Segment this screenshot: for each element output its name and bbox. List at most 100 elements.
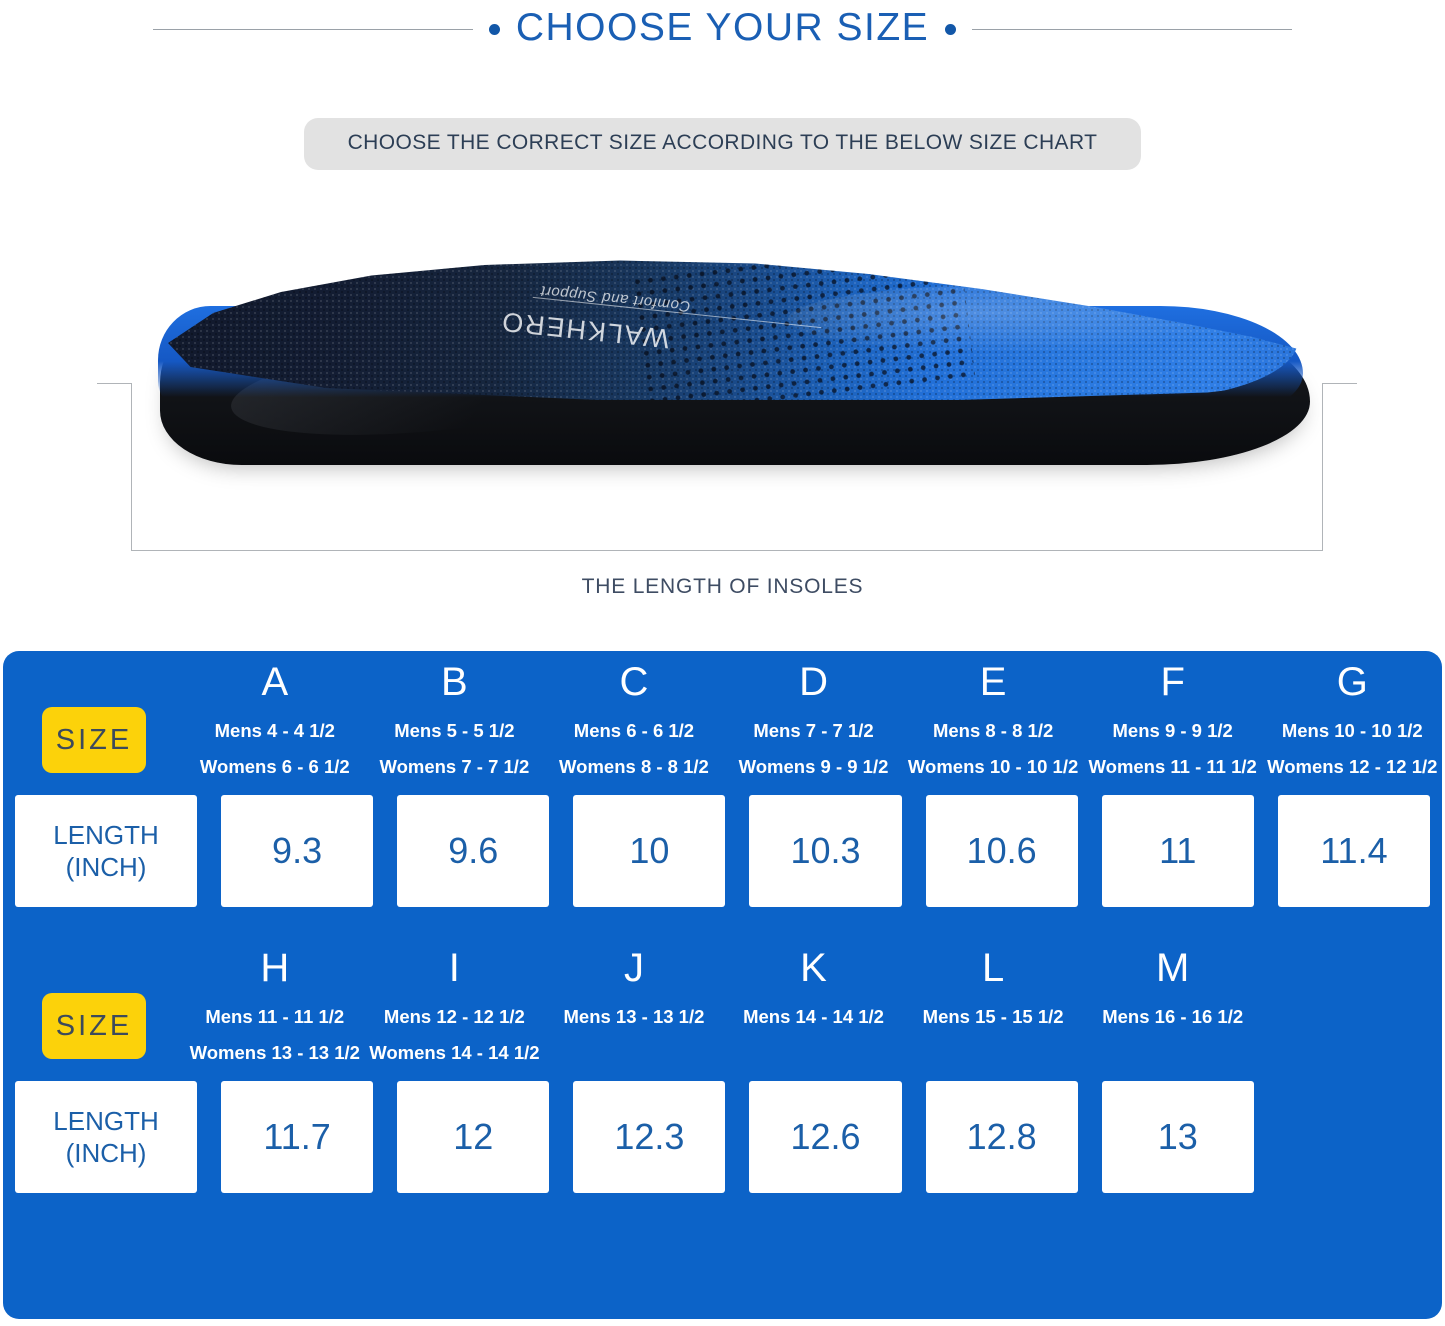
size-block-1: SIZE A Mens 4 - 4 1/2 Womens 6 - 6 1/2 B… (3, 651, 1442, 907)
length-measurement-bracket (97, 383, 1357, 551)
insole-length-caption: THE LENGTH OF INSOLES (581, 575, 864, 598)
size-chart-table: SIZE A Mens 4 - 4 1/2 Womens 6 - 6 1/2 B… (3, 651, 1442, 1319)
page-title: CHOOSE YOUR SIZE (515, 5, 930, 49)
size-column-e: E Mens 8 - 8 1/2 Womens 10 - 10 1/2 (903, 651, 1083, 785)
size-letter: H (260, 946, 290, 990)
size-letter: B (441, 660, 468, 704)
size-mens-range: Mens 11 - 11 1/2 (205, 1006, 345, 1027)
insole-photo-area: WALKHERO Comfort and Support THE LENGTH … (0, 215, 1445, 615)
size-mens-range: Mens 6 - 6 1/2 (573, 720, 695, 741)
size-column-c: C Mens 6 - 6 1/2 Womens 8 - 8 1/2 (544, 651, 724, 785)
bracket-baseline (131, 550, 1323, 551)
length-label-line1: LENGTH (53, 1106, 159, 1136)
length-value: 13 (1101, 1081, 1254, 1193)
length-values-1: 9.3 9.6 10 10.3 10.6 11 11.4 (209, 795, 1442, 907)
length-row-2: LENGTH (INCH) 11.7 12 12.3 12.6 12.8 (3, 1071, 1442, 1193)
length-value: 11.7 (221, 1081, 374, 1193)
size-womens-range: Womens 12 - 12 1/2 (1267, 756, 1438, 777)
length-cell-e: 10.6 (914, 795, 1090, 907)
bracket-line-right (1322, 383, 1323, 551)
size-badge-2: SIZE (42, 993, 146, 1059)
length-value: 11.4 (1277, 795, 1430, 907)
size-column-j: J Mens 13 - 13 1/2 (544, 937, 724, 1071)
size-letter: J (623, 946, 644, 990)
header-rule-right (972, 28, 1293, 30)
length-cell-i: 12 (385, 1081, 561, 1193)
size-womens-range: Womens 10 - 10 1/2 (907, 756, 1079, 777)
length-value: 12 (397, 1081, 550, 1193)
insole-product-image: WALKHERO Comfort and Support (140, 250, 1315, 480)
length-cell-g: 11.4 (1266, 795, 1442, 907)
size-mens-range: Mens 4 - 4 1/2 (214, 720, 335, 741)
length-value: 9.6 (397, 795, 550, 907)
size-letter: A (261, 660, 289, 704)
bullet-dot-right-icon (945, 23, 957, 35)
size-column-b: B Mens 5 - 5 1/2 Womens 7 - 7 1/2 (365, 651, 545, 785)
bracket-tick-left (97, 383, 131, 384)
length-value (1278, 1081, 1430, 1193)
length-label-line2: (INCH) (65, 1138, 147, 1168)
size-mens-range: Mens 7 - 7 1/2 (753, 720, 874, 741)
instruction-banner-wrap: CHOOSE THE CORRECT SIZE ACCORDING TO THE… (0, 118, 1445, 170)
page-header: CHOOSE YOUR SIZE (0, 0, 1445, 58)
length-value: 11 (1101, 795, 1254, 907)
instruction-banner: CHOOSE THE CORRECT SIZE ACCORDING TO THE… (303, 118, 1142, 170)
length-values-2: 11.7 12 12.3 12.6 12.8 13 (209, 1081, 1442, 1193)
size-letter: M (1156, 946, 1190, 990)
length-cell-j: 12.3 (561, 1081, 737, 1193)
size-letter: L (981, 946, 1005, 990)
size-badge-cell-1: SIZE (3, 651, 185, 773)
length-cell-b: 9.6 (385, 795, 561, 907)
length-value: 10 (573, 795, 726, 907)
size-mens-range: Mens 12 - 12 1/2 (383, 1006, 525, 1027)
size-womens-range: Womens 7 - 7 1/2 (379, 756, 530, 777)
length-label-cell-2: LENGTH (INCH) (3, 1081, 209, 1193)
length-label-box-2: LENGTH (INCH) (15, 1081, 197, 1193)
size-womens-range: Womens 14 - 14 1/2 (369, 1042, 540, 1063)
size-columns-2: H Mens 11 - 11 1/2 Womens 13 - 13 1/2 I … (185, 937, 1442, 1071)
size-womens-range: Womens 9 - 9 1/2 (738, 756, 889, 777)
size-mens-range: Mens 9 - 9 1/2 (1112, 720, 1233, 741)
size-womens-range: Womens 13 - 13 1/2 (189, 1042, 360, 1063)
bullet-dot-left-icon (488, 23, 500, 35)
size-column-h: H Mens 11 - 11 1/2 Womens 13 - 13 1/2 (185, 937, 365, 1071)
header-rule-left (152, 28, 473, 30)
size-column-f: F Mens 9 - 9 1/2 Womens 11 - 11 1/2 (1083, 651, 1263, 785)
length-value: 12.8 (925, 1081, 1078, 1193)
length-cell-f: 11 (1090, 795, 1266, 907)
size-column-a: A Mens 4 - 4 1/2 Womens 6 - 6 1/2 (185, 651, 365, 785)
length-value: 10.3 (749, 795, 902, 907)
size-letter: I (448, 946, 460, 990)
length-cell-d: 10.3 (737, 795, 913, 907)
size-letter: F (1160, 660, 1185, 704)
size-letter: D (799, 660, 828, 704)
length-label-line1: LENGTH (53, 820, 159, 850)
length-cell-h: 11.7 (209, 1081, 385, 1193)
bracket-line-left (131, 383, 132, 551)
size-column-m: M Mens 16 - 16 1/2 (1083, 937, 1263, 1071)
length-cell-m: 13 (1090, 1081, 1266, 1193)
length-row-1: LENGTH (INCH) 9.3 9.6 10 10.3 10.6 (3, 785, 1442, 907)
size-mens-range: Mens 10 - 10 1/2 (1281, 720, 1423, 741)
block-separator (3, 907, 1442, 937)
size-letter: E (979, 660, 1007, 704)
size-columns-1: A Mens 4 - 4 1/2 Womens 6 - 6 1/2 B Mens… (185, 651, 1442, 785)
size-badge-cell-2: SIZE (3, 937, 185, 1059)
size-badge-1: SIZE (42, 707, 146, 773)
size-mens-range: Mens 5 - 5 1/2 (394, 720, 515, 741)
size-header-row-2: SIZE H Mens 11 - 11 1/2 Womens 13 - 13 1… (3, 937, 1442, 1071)
size-column-g: G Mens 10 - 10 1/2 Womens 12 - 12 1/2 (1262, 651, 1442, 785)
size-mens-range: Mens 15 - 15 1/2 (922, 1006, 1064, 1027)
length-label-box-1: LENGTH (INCH) (15, 795, 197, 907)
length-value: 12.6 (749, 1081, 902, 1193)
size-header-row-1: SIZE A Mens 4 - 4 1/2 Womens 6 - 6 1/2 B… (3, 651, 1442, 785)
size-column-k: K Mens 14 - 14 1/2 (724, 937, 904, 1071)
size-letter: K (800, 946, 827, 990)
size-column-empty (1262, 937, 1442, 1071)
length-cell-c: 10 (561, 795, 737, 907)
length-label-cell-1: LENGTH (INCH) (3, 795, 209, 907)
size-mens-range: Mens 8 - 8 1/2 (932, 720, 1054, 741)
size-mens-range: Mens 14 - 14 1/2 (743, 1006, 884, 1027)
length-value: 9.3 (221, 795, 374, 907)
size-letter: G (1336, 660, 1368, 704)
